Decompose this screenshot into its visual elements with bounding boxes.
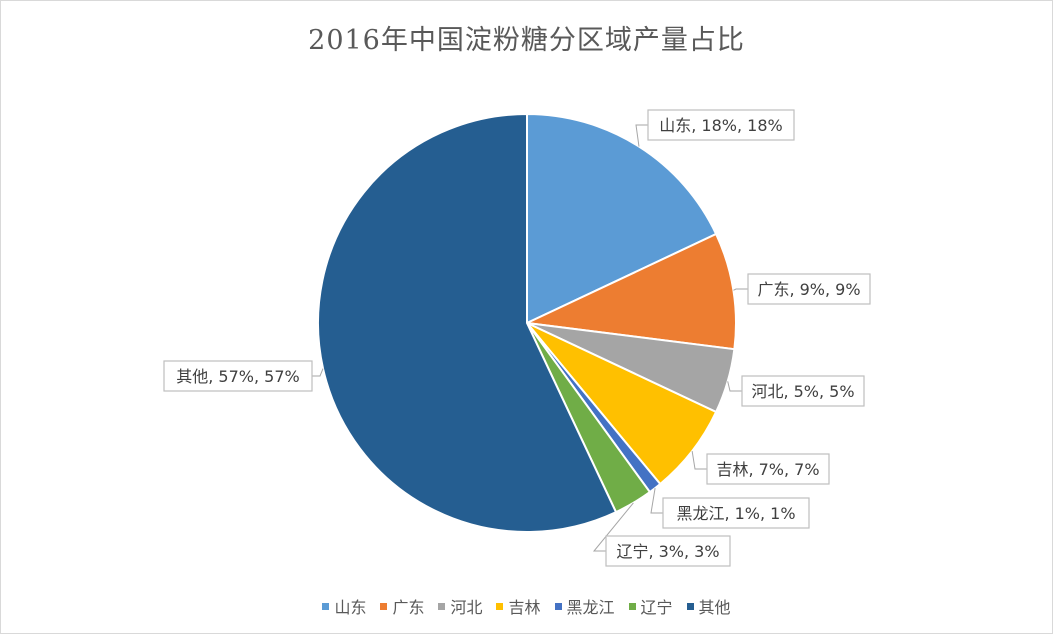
- legend-label-3: 河北: [450, 598, 483, 617]
- legend-item-5: 黑龙江: [554, 594, 615, 618]
- legend-swatch-5: [554, 602, 562, 610]
- data-label-1: 山东, 18%, 18%: [659, 116, 782, 135]
- legend-item-3: 河北: [438, 594, 482, 618]
- data-label-box-3: [741, 375, 865, 407]
- data-label-6: 辽宁, 3%, 3%: [616, 542, 719, 561]
- data-label-2: 广东, 9%, 9%: [757, 280, 860, 299]
- legend-item-4: 吉林: [496, 594, 541, 618]
- leader-line-4: [691, 451, 707, 470]
- legend-swatch-7: [686, 602, 694, 610]
- legend-swatch-3: [438, 602, 446, 610]
- leader-line-7: [312, 368, 324, 377]
- legend-swatch-4: [496, 602, 504, 610]
- data-label-box-1: [647, 109, 795, 141]
- pie-slice-7: [317, 112, 618, 533]
- leader-line-5: [650, 488, 663, 514]
- data-label-box-5: [662, 497, 810, 529]
- legend-label-1: 山东: [334, 598, 367, 617]
- legend-label-6: 辽宁: [640, 598, 673, 617]
- data-label-3: 河北, 5%, 5%: [751, 382, 854, 401]
- legend-label-2: 广东: [392, 598, 425, 617]
- leader-line-3: [727, 381, 742, 392]
- chart-title: 2016年中国淀粉糖分区域产量占比: [308, 25, 745, 56]
- legend-swatch-6: [628, 602, 636, 610]
- legend-swatch-1: [322, 602, 330, 610]
- legend-label-4: 吉林: [508, 598, 541, 617]
- data-label-box-6: [605, 535, 731, 567]
- legend-label-7: 其他: [698, 598, 731, 617]
- legend-item-2: 广东: [380, 594, 424, 618]
- data-label-box-7: [163, 360, 313, 392]
- legend-swatch-2: [380, 602, 388, 610]
- data-label-box-2: [747, 273, 871, 305]
- data-label-7: 其他, 57%, 57%: [176, 367, 299, 386]
- data-label-5: 黑龙江, 1%, 1%: [676, 504, 795, 523]
- chart-legend: 山东 广东 河北 吉林 黑龙江 辽宁 其他: [0, 594, 1053, 618]
- legend-item-1: 山东: [322, 594, 366, 618]
- legend-item-7: 其他: [686, 594, 731, 618]
- data-label-4: 吉林, 7%, 7%: [716, 460, 819, 479]
- legend-item-6: 辽宁: [628, 594, 673, 618]
- legend-label-5: 黑龙江: [566, 598, 615, 617]
- leader-line-6: [592, 502, 634, 552]
- leader-line-2: [733, 288, 748, 291]
- data-label-box-4: [706, 453, 830, 485]
- leader-line-1: [635, 124, 648, 147]
